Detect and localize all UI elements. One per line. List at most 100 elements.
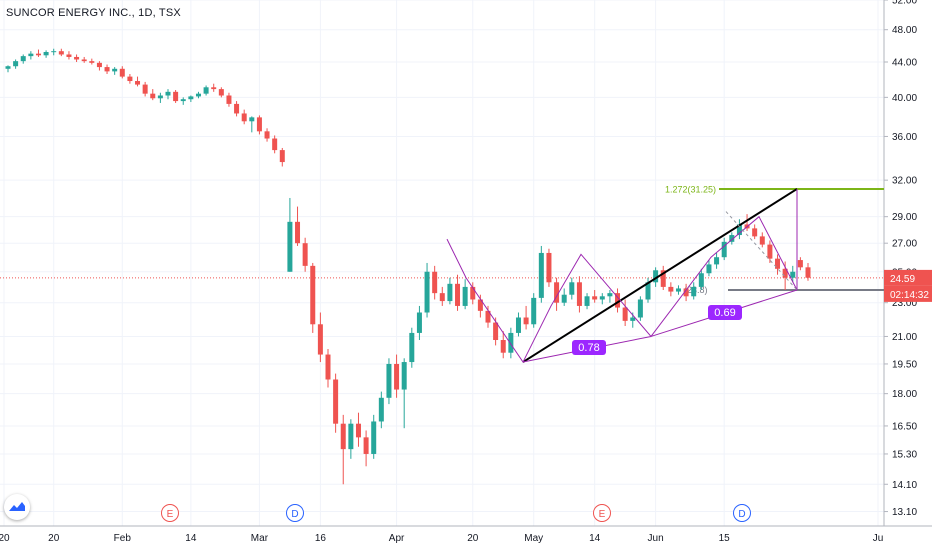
tradingview-logo-icon[interactable] xyxy=(4,494,30,520)
candle-down xyxy=(485,310,491,323)
candle-down xyxy=(797,260,803,268)
candle-up xyxy=(675,288,681,292)
candle-down xyxy=(668,286,674,292)
candle-down xyxy=(310,265,316,325)
last-price-tag xyxy=(884,269,932,286)
x-tick-label: Jun xyxy=(648,533,664,544)
candle-up xyxy=(637,299,643,318)
candle-down xyxy=(264,131,270,139)
candle-up xyxy=(538,252,544,298)
candle-up xyxy=(180,99,186,102)
event-marker-label: D xyxy=(738,509,745,520)
candle-up xyxy=(653,270,659,283)
candle-up xyxy=(569,282,575,295)
candle-up xyxy=(721,241,727,258)
x-tick-label: Mar xyxy=(251,533,269,544)
candle-down xyxy=(363,437,369,454)
candle-up xyxy=(371,421,377,454)
candle-up xyxy=(531,297,537,325)
candle-up xyxy=(20,56,26,62)
candles xyxy=(5,48,811,485)
last-price-value: 24.59 xyxy=(890,274,915,285)
candle-down xyxy=(622,307,628,321)
candle-down xyxy=(493,322,499,341)
event-marker-label: E xyxy=(599,509,606,520)
candle-up xyxy=(424,271,430,313)
candle-up xyxy=(5,66,11,69)
candle-up xyxy=(157,95,163,99)
grid-lines xyxy=(0,0,884,526)
candle-down xyxy=(325,354,331,380)
time-axis: 20 20 Feb 14 Mar 16 Apr 20 May 14 Jun 15 Ju xyxy=(0,525,932,544)
y-tick-label: 16.50 xyxy=(892,421,917,432)
candle-up xyxy=(691,286,697,297)
y-tick-label: 14.10 xyxy=(892,480,917,491)
candle-down xyxy=(256,117,262,132)
candle-up xyxy=(462,286,468,306)
candle-up xyxy=(599,296,605,300)
y-tick-label: 40.00 xyxy=(892,93,917,104)
candle-down xyxy=(226,95,232,104)
candle-up xyxy=(378,397,384,422)
event-marker-label: D xyxy=(291,509,298,520)
x-tick-label: Feb xyxy=(114,533,132,544)
candle-down xyxy=(142,84,148,94)
candle-down xyxy=(81,59,87,62)
candle-up xyxy=(508,332,514,353)
candle-up xyxy=(51,51,57,53)
candle-up xyxy=(706,264,712,274)
candle-up xyxy=(515,317,521,333)
dividend-marker xyxy=(733,504,751,522)
x-tick-label: 14 xyxy=(589,533,601,544)
y-tick-label: 23.00 xyxy=(892,298,917,309)
x-tick-label: Ju xyxy=(873,533,884,544)
candle-down xyxy=(74,56,80,60)
candle-down xyxy=(432,271,438,294)
candle-up xyxy=(714,257,720,265)
candle-up xyxy=(43,52,49,56)
y-tick-label: 19.50 xyxy=(892,359,917,370)
pattern-drawings: 0.78 0.69 xyxy=(446,188,798,364)
candle-up xyxy=(409,332,415,363)
candle-down xyxy=(35,53,41,56)
candle-down xyxy=(782,268,788,278)
candle-up xyxy=(645,282,651,300)
candle-up xyxy=(790,271,796,278)
candle-down xyxy=(150,93,156,99)
ratio-label: 0.78 xyxy=(578,342,599,354)
candle-up xyxy=(348,423,354,450)
candle-down xyxy=(355,423,361,438)
countdown-value: 02:14:32 xyxy=(890,290,929,301)
candle-down xyxy=(615,293,621,308)
candle-up xyxy=(287,221,293,272)
y-tick-label: 32.00 xyxy=(892,176,917,187)
candle-down xyxy=(660,270,666,287)
fib-extension-label: 1.272(31.25) xyxy=(665,184,716,194)
y-tick-label: 15.30 xyxy=(892,449,917,460)
countdown-tag xyxy=(884,285,932,302)
candle-down xyxy=(523,317,529,325)
candle-up xyxy=(195,93,201,97)
x-tick-label: 20 xyxy=(0,533,10,544)
y-tick-label: 52.00 xyxy=(892,0,917,7)
price-axis: 13.10 14.10 15.30 16.50 18.00 19.50 21.00 23.00… xyxy=(883,0,917,526)
candle-down xyxy=(317,324,323,355)
y-tick-label: 18.00 xyxy=(892,389,917,400)
candle-up xyxy=(112,68,118,72)
earnings-marker xyxy=(161,504,179,522)
candle-down xyxy=(272,138,278,151)
candle-down xyxy=(759,236,765,245)
x-tick-label: 16 xyxy=(315,533,327,544)
candle-down xyxy=(805,267,811,278)
candle-up xyxy=(203,87,209,94)
candle-down xyxy=(89,61,95,63)
candle-down xyxy=(500,340,506,353)
x-tick-label: 20 xyxy=(48,533,60,544)
trend-line xyxy=(522,188,798,363)
ratio-label-box xyxy=(708,305,742,320)
candle-down xyxy=(394,363,400,390)
candle-up xyxy=(729,235,735,242)
candle-down xyxy=(683,288,689,297)
candle-down xyxy=(295,221,301,244)
